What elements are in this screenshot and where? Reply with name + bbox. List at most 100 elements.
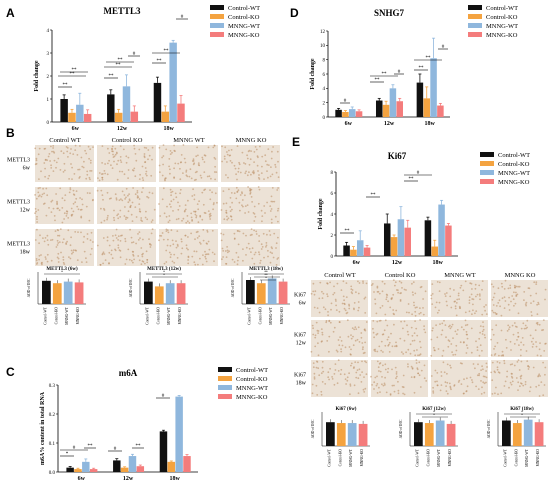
bar: [502, 420, 511, 446]
stain-dot: [273, 232, 276, 235]
stain-dot: [475, 385, 477, 388]
stain-dot: [452, 337, 454, 339]
stain-dot: [257, 176, 260, 179]
stain-dot: [466, 347, 469, 349]
stain-dot: [134, 193, 137, 196]
stain-dot: [67, 229, 70, 232]
stain-dot: [436, 281, 439, 283]
bar: [144, 281, 153, 304]
stain-dot: [422, 307, 424, 309]
stain-dot: [51, 199, 54, 202]
significance-label: **: [63, 83, 69, 88]
bar: [446, 423, 456, 446]
stain-dot: [410, 365, 413, 368]
stain-dot: [449, 287, 452, 290]
stain-dot: [52, 147, 54, 149]
stain-dot: [236, 263, 239, 266]
stain-dot: [158, 239, 160, 242]
stain-dot: [500, 329, 503, 332]
stain-dot: [169, 150, 172, 152]
stain-dot: [68, 178, 70, 180]
stain-dot: [384, 313, 387, 316]
stain-dot: [82, 166, 85, 169]
stain-dot: [539, 342, 541, 344]
legend-label: MNNG-WT: [236, 385, 268, 392]
bar: [326, 422, 335, 446]
stain-dot: [72, 189, 75, 192]
legend-swatch: [218, 376, 232, 381]
stain-dot: [192, 160, 195, 162]
stain-dot: [190, 212, 193, 215]
stain-dot: [34, 194, 36, 196]
stain-dot: [540, 354, 542, 357]
stain-dot: [206, 175, 209, 178]
x-tick-label: MNNG-WT: [525, 448, 529, 467]
stain-dot: [431, 283, 434, 285]
stain-dot: [97, 177, 99, 180]
stain-dot: [119, 240, 122, 242]
stain-dot: [119, 250, 122, 252]
stain-dot: [512, 333, 515, 336]
stain-dot: [139, 173, 142, 176]
stain-dot: [241, 191, 243, 194]
stain-dot: [482, 368, 484, 371]
stain-dot: [202, 229, 205, 231]
stain-dot: [89, 170, 91, 172]
stain-dot: [199, 241, 201, 244]
stain-dot: [150, 232, 153, 235]
stain-dot: [515, 285, 518, 288]
stain-dot: [385, 391, 388, 394]
x-tick-label: Control-KO: [514, 449, 518, 467]
stain-dot: [117, 239, 119, 241]
stain-dot: [419, 311, 422, 314]
stain-dot: [270, 157, 273, 160]
stain-dot: [181, 219, 183, 222]
stain-dot: [482, 381, 485, 384]
stain-dot: [206, 231, 209, 233]
stain-dot: [472, 298, 475, 301]
y-axis-label: AOD of IHC: [27, 278, 31, 297]
stain-dot: [106, 218, 108, 221]
stain-dot: [66, 150, 69, 153]
stain-dot: [416, 306, 418, 309]
stain-dot: [432, 327, 434, 330]
stain-dot: [343, 373, 346, 376]
stain-dot: [353, 366, 355, 368]
stain-dot: [171, 239, 174, 242]
stain-dot: [413, 391, 416, 394]
stain-dot: [69, 152, 72, 155]
stain-dot: [260, 248, 263, 250]
stain-dot: [337, 359, 340, 362]
stain-dot: [481, 288, 483, 291]
stain-dot: [50, 211, 53, 214]
stain-dot: [400, 351, 403, 353]
stain-dot: [175, 246, 178, 249]
stain-dot: [277, 160, 279, 163]
stain-dot: [383, 382, 386, 385]
stain-dot: [46, 159, 48, 162]
stain-dot: [447, 339, 450, 342]
stain-dot: [399, 337, 402, 340]
stain-dot: [450, 306, 453, 309]
stain-dot: [422, 298, 424, 300]
stain-dot: [58, 209, 61, 212]
x-tick-label: Control-WT: [43, 306, 47, 325]
stain-dot: [46, 194, 49, 197]
stain-dot: [144, 216, 147, 219]
stain-dot: [166, 205, 168, 208]
stain-dot: [468, 299, 471, 302]
stain-dot: [202, 203, 205, 206]
stain-dot: [127, 177, 129, 180]
stain-dot: [77, 208, 80, 211]
stain-dot: [471, 288, 473, 290]
bar: [423, 98, 430, 117]
stain-dot: [445, 385, 447, 387]
stain-dot: [526, 319, 529, 322]
stain-dot: [331, 378, 334, 380]
stain-dot: [361, 371, 363, 373]
stain-dot: [244, 163, 247, 165]
legend-swatch: [218, 367, 232, 372]
stain-dot: [195, 155, 198, 158]
stain-dot: [56, 207, 59, 210]
significance-label: *: [433, 414, 435, 418]
